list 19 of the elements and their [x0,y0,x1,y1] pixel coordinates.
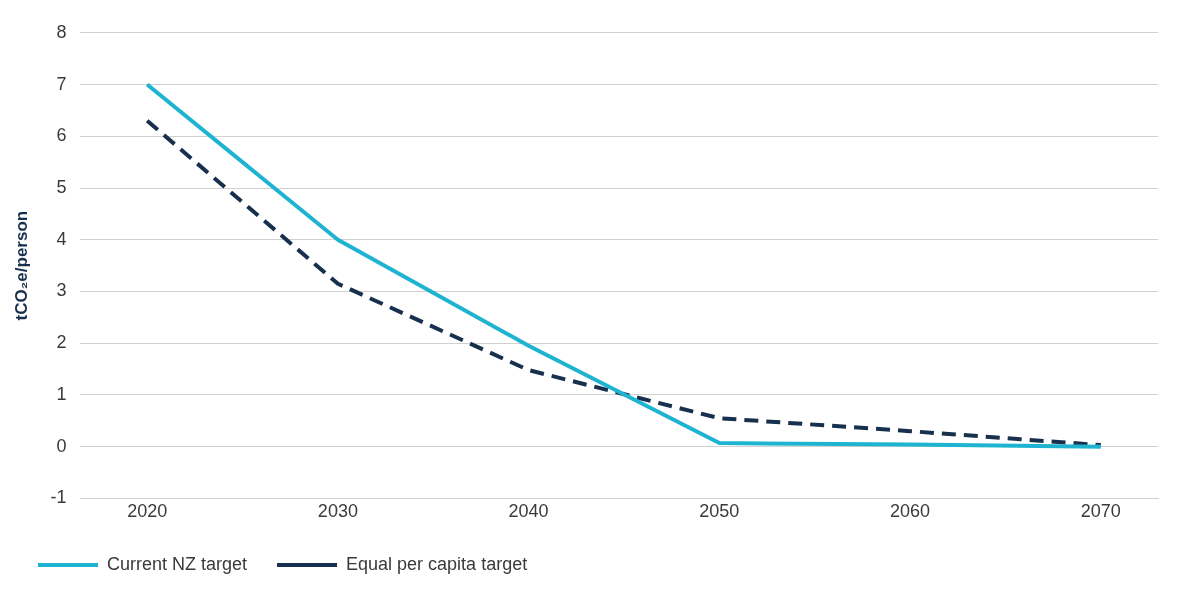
x-tick-label: 2040 [508,501,549,522]
y-tick-label: 0 [56,435,67,456]
x-tick-label: 2060 [890,501,931,522]
y-tick-label: 8 [56,21,67,42]
y-tick-label: 4 [56,228,67,249]
x-tick-label: 2030 [317,501,358,522]
legend-label: Current NZ target [107,553,248,574]
y-tick-label: 5 [56,176,67,197]
x-tick-label: 2020 [127,501,168,522]
x-tick-label: 2070 [1080,501,1121,522]
y-tick-label: 3 [56,280,67,301]
legend-label: Equal per capita target [346,553,528,574]
y-tick-label: 6 [56,125,67,146]
y-tick-label: 7 [56,73,67,94]
y-axis-title: tCO₂e/person [11,210,31,321]
x-tick-label: 2050 [699,501,740,522]
y-tick-label: 2 [56,332,67,353]
y-tick-label: -1 [50,487,67,508]
y-tick-label: 1 [56,383,67,404]
